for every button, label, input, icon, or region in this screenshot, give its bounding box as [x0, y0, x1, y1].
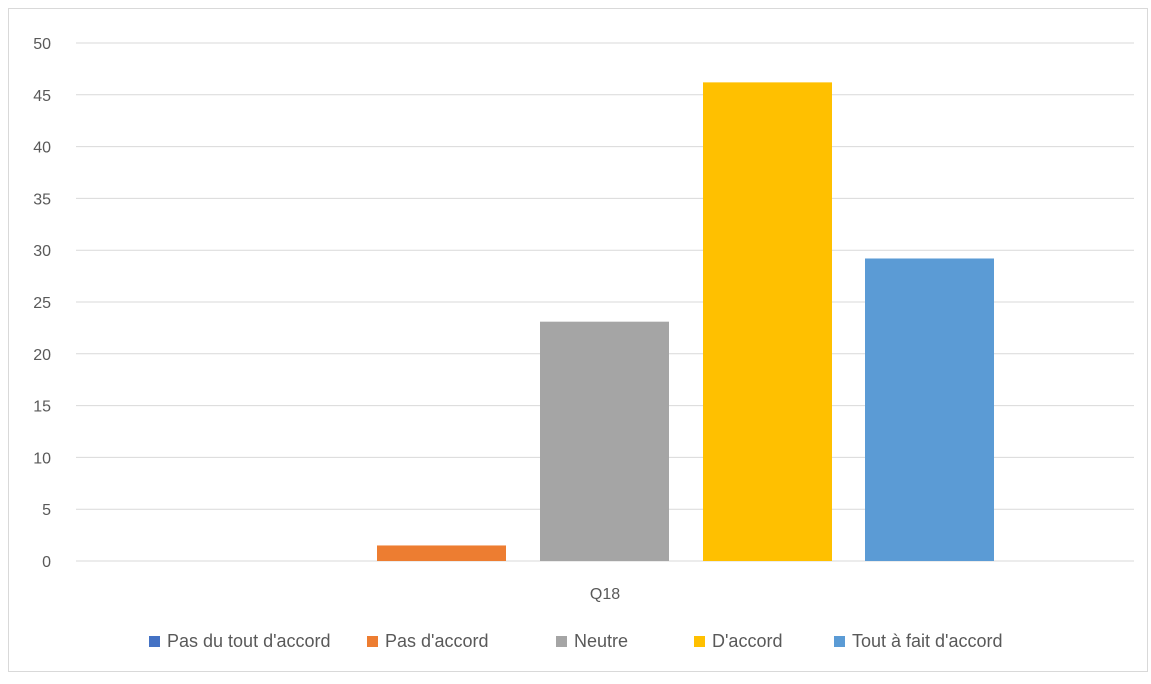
- y-tick-label: 40: [33, 140, 51, 157]
- y-tick-label: 20: [33, 347, 51, 364]
- bars: [377, 82, 994, 562]
- y-tick-label: 50: [33, 36, 51, 53]
- y-tick-label: 5: [42, 502, 51, 519]
- bar-2: [377, 545, 506, 561]
- legend-label: Neutre: [574, 631, 628, 651]
- x-axis-category-labels: Q18: [590, 586, 620, 603]
- bar-3: [540, 321, 669, 561]
- x-category-label: Q18: [590, 586, 620, 603]
- legend-swatch: [149, 636, 160, 647]
- legend-label: Tout à fait d'accord: [852, 631, 1003, 651]
- legend-label: Pas du tout d'accord: [167, 631, 331, 651]
- y-tick-label: 25: [33, 295, 51, 312]
- y-tick-label: 35: [33, 191, 51, 208]
- y-tick-label: 15: [33, 399, 51, 416]
- y-tick-label: 45: [33, 88, 51, 105]
- y-tick-label: 30: [33, 243, 51, 260]
- bar-5: [865, 258, 994, 561]
- bar-chart: 0 5 10 15 20 25 30 35 40 45 50 Q18 Pas du tout d'a…: [33, 36, 1134, 651]
- legend-swatch: [367, 636, 378, 647]
- legend-swatch: [834, 636, 845, 647]
- y-tick-label: 10: [33, 450, 51, 467]
- chart-area: 0 5 10 15 20 25 30 35 40 45 50 Q18 Pas du tout d'a…: [8, 8, 1148, 672]
- legend-swatch: [694, 636, 705, 647]
- y-tick-label: 0: [42, 554, 51, 571]
- legend-label: D'accord: [712, 631, 782, 651]
- y-axis-tick-labels: 0 5 10 15 20 25 30 35 40 45 50: [33, 36, 51, 571]
- legend: Pas du tout d'accord Pas d'accord Neutre D'…: [149, 631, 1003, 651]
- bar-4: [703, 82, 832, 562]
- legend-label: Pas d'accord: [385, 631, 489, 651]
- legend-swatch: [556, 636, 567, 647]
